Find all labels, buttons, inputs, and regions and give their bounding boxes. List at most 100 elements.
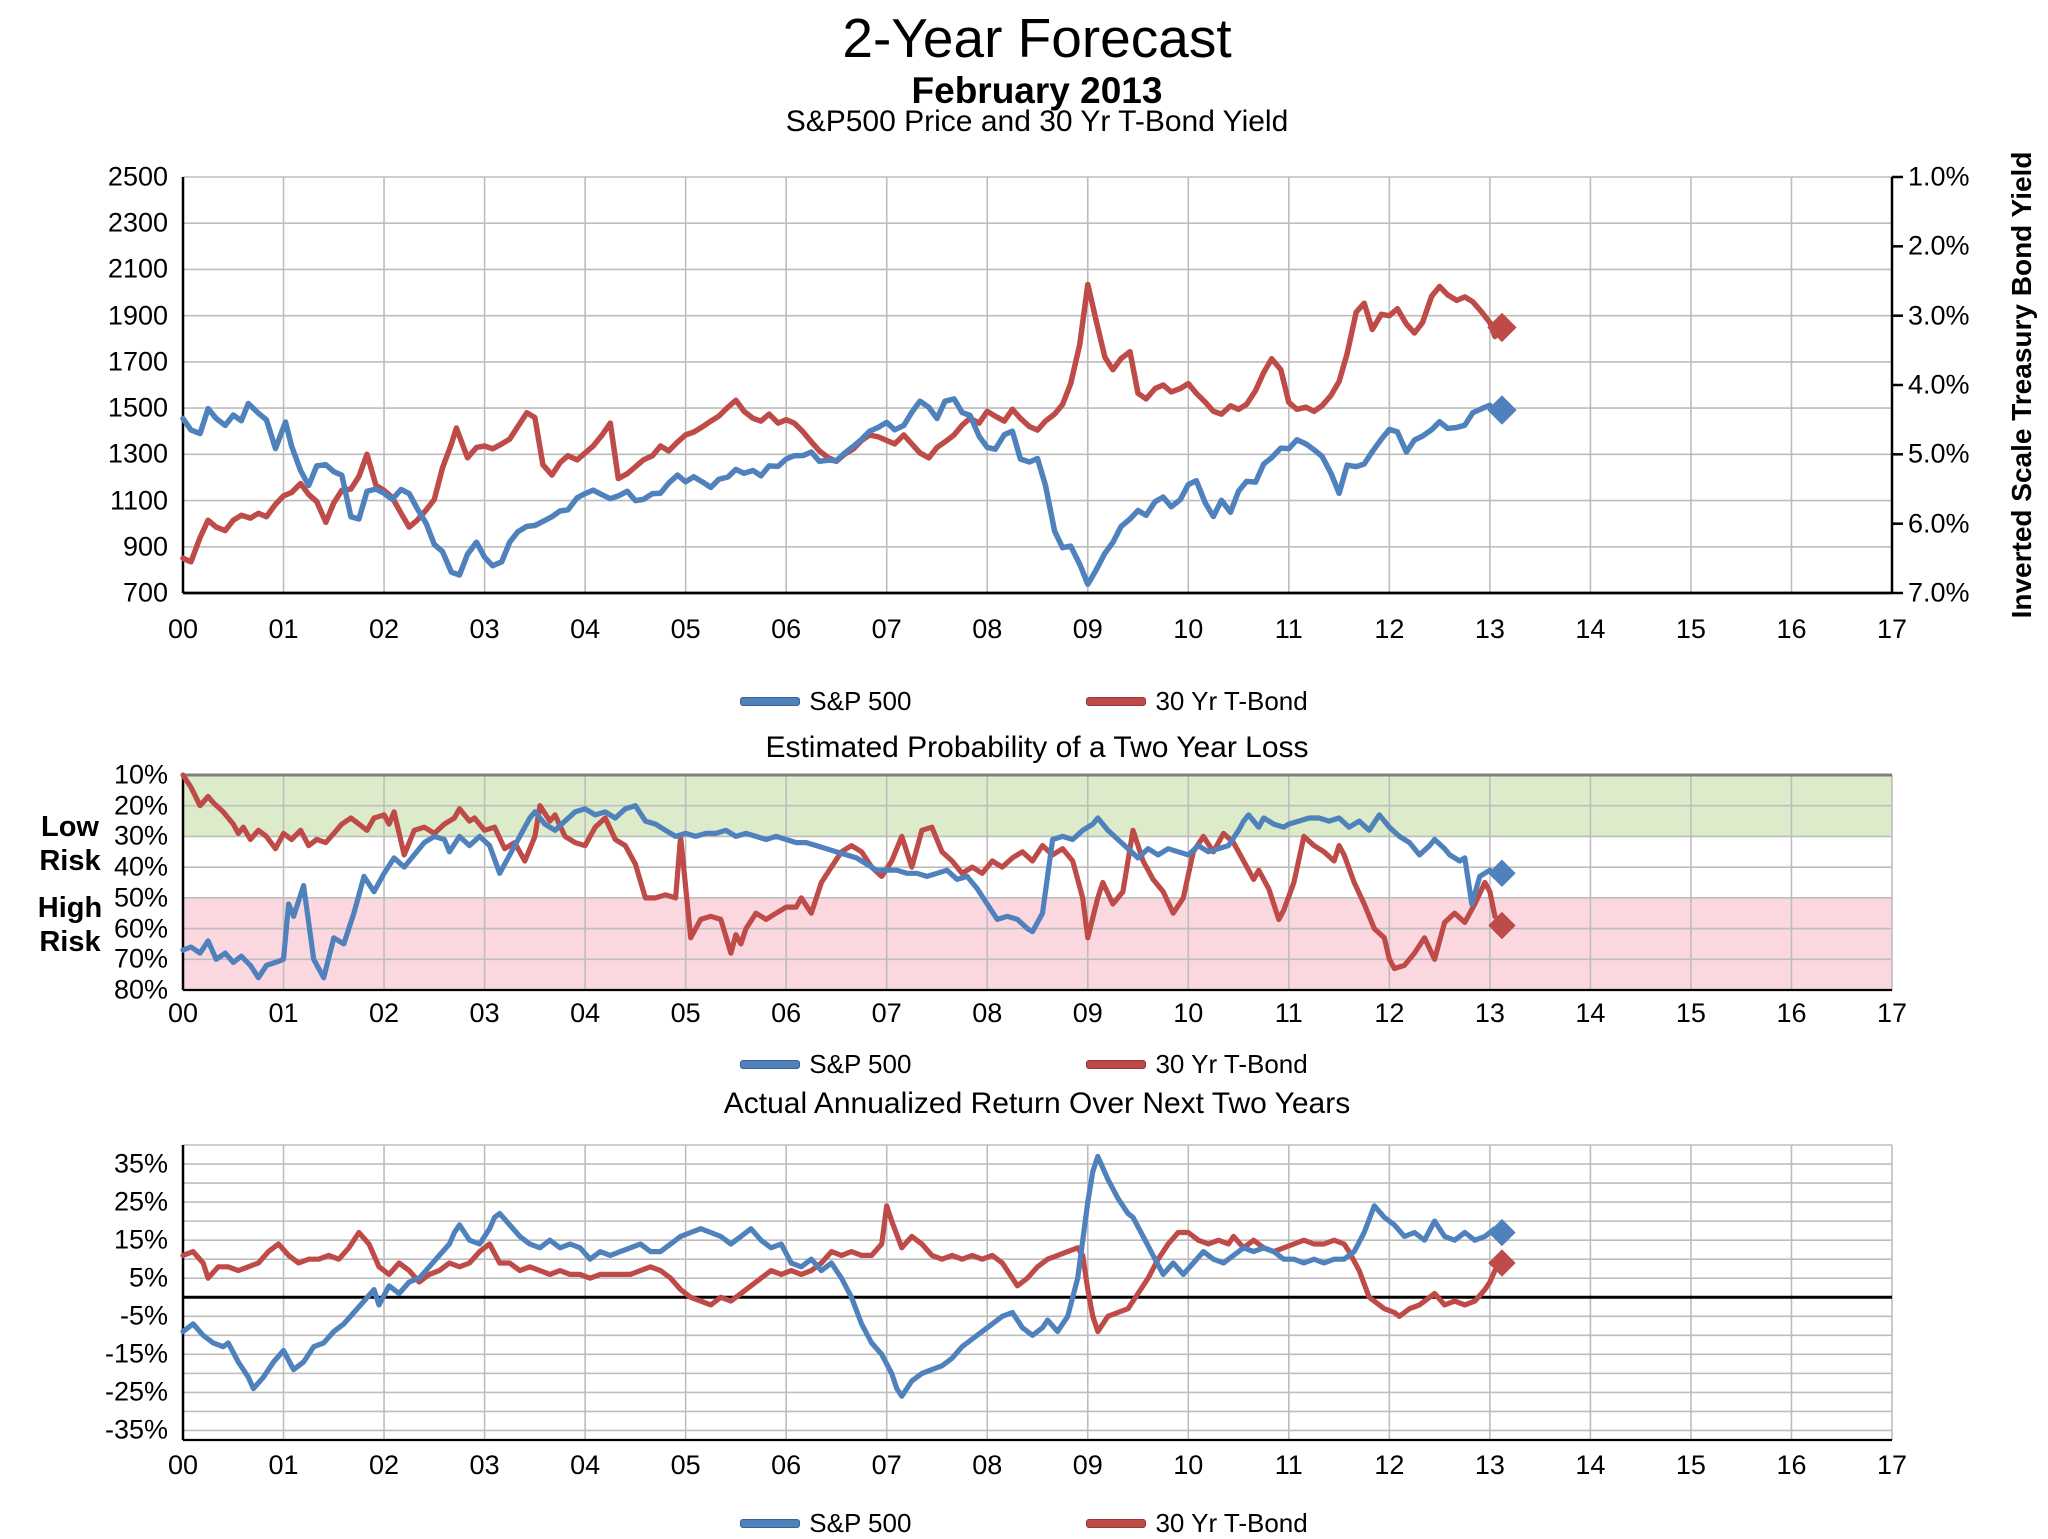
sp500-end-marker bbox=[1488, 1219, 1516, 1247]
x-axis-tick: 14 bbox=[1575, 998, 1606, 1028]
tbond-return-line bbox=[180, 1203, 1498, 1335]
x-axis-tick: 08 bbox=[972, 614, 1003, 644]
tbond-legend-label: 30 Yr T-Bond bbox=[1155, 686, 1308, 716]
x-axis-tick: 11 bbox=[1274, 1450, 1303, 1480]
x-axis-tick: 05 bbox=[670, 614, 701, 644]
x-axis-tick: 13 bbox=[1474, 998, 1505, 1028]
y-axis-tick: 15% bbox=[113, 1224, 168, 1255]
sp500-legend-line-icon bbox=[740, 1060, 801, 1069]
chart1-title: S&P500 Price and 30 Yr T-Bond Yield bbox=[785, 105, 1289, 138]
y-axis-tick: 10% bbox=[113, 759, 168, 790]
x-axis-tick: 03 bbox=[469, 998, 500, 1028]
left-axis-tick: 2500 bbox=[107, 161, 168, 192]
x-axis-tick: 15 bbox=[1675, 998, 1706, 1028]
x-axis-tick: 14 bbox=[1575, 614, 1606, 644]
x-axis-tick: 09 bbox=[1072, 1450, 1103, 1480]
low-risk-label: Low Risk bbox=[39, 811, 101, 877]
y-axis-tick: 5% bbox=[128, 1262, 168, 1293]
chart2-title: Estimated Probability of a Two Year Loss bbox=[765, 731, 1309, 764]
legend-item-tbond: 30 Yr T-Bond bbox=[1086, 1049, 1308, 1080]
y-axis-tick: 80% bbox=[113, 974, 168, 1005]
x-axis-tick: 07 bbox=[871, 998, 902, 1028]
tbond-end-marker bbox=[1488, 912, 1516, 939]
tbond-legend-line-icon bbox=[1086, 1060, 1147, 1069]
sp500-end-marker bbox=[1487, 395, 1517, 425]
sp500-legend-label: S&P 500 bbox=[809, 1049, 912, 1079]
y-axis-tick: -35% bbox=[104, 1414, 168, 1445]
y-axis-tick: 50% bbox=[113, 882, 168, 913]
right-axis-tick: 7.0% bbox=[1908, 577, 1970, 608]
x-axis-tick: 09 bbox=[1072, 614, 1103, 644]
x-axis-tick: 12 bbox=[1374, 614, 1405, 644]
x-axis-tick: 01 bbox=[268, 614, 299, 644]
y-axis-tick: -5% bbox=[119, 1300, 168, 1331]
x-axis-tick: 13 bbox=[1474, 1450, 1505, 1480]
y-axis-tick: 30% bbox=[113, 820, 168, 851]
x-axis-tick: 00 bbox=[167, 1450, 199, 1480]
x-axis-tick: 10 bbox=[1173, 998, 1204, 1028]
x-axis-tick: 06 bbox=[771, 1450, 802, 1480]
y-axis-tick: 25% bbox=[113, 1186, 168, 1217]
x-axis-tick: 14 bbox=[1575, 1450, 1606, 1480]
right-axis-title: Inverted Scale Treasury Bond Yield bbox=[2006, 151, 2037, 619]
left-axis-tick: 900 bbox=[122, 531, 168, 562]
right-axis-tick: 5.0% bbox=[1908, 438, 1970, 469]
x-axis-tick: 02 bbox=[369, 998, 400, 1028]
price-yield-chart bbox=[180, 175, 1903, 595]
y-axis-tick: 70% bbox=[113, 943, 168, 974]
x-axis-tick: 08 bbox=[972, 998, 1003, 1028]
sp500-legend-line-icon bbox=[740, 1519, 801, 1528]
tbond-legend-line-icon bbox=[1086, 697, 1147, 706]
right-axis-tick: 3.0% bbox=[1908, 300, 1970, 331]
sp500-price-line bbox=[180, 396, 1493, 587]
sp500-end-marker bbox=[1488, 859, 1516, 887]
return-chart bbox=[180, 1144, 1893, 1442]
x-axis-tick: 03 bbox=[469, 1450, 500, 1480]
right-axis-tick: 6.0% bbox=[1908, 508, 1970, 539]
tbond-probability-line bbox=[180, 772, 1498, 972]
x-axis-tick: 00 bbox=[167, 998, 199, 1028]
legend-item-sp500: S&P 500 bbox=[740, 686, 911, 717]
left-axis-tick: 700 bbox=[122, 577, 168, 608]
x-axis-tick: 15 bbox=[1675, 1450, 1706, 1480]
x-axis-tick: 17 bbox=[1876, 1450, 1908, 1480]
left-axis-tick: 2100 bbox=[107, 253, 168, 284]
x-axis-tick: 11 bbox=[1274, 614, 1303, 644]
legend-item-sp500: S&P 500 bbox=[740, 1508, 911, 1539]
x-axis-tick: 04 bbox=[570, 998, 601, 1028]
chart3-legend: S&P 500 30 Yr T-Bond bbox=[0, 1508, 2048, 1539]
x-axis-tick: 05 bbox=[670, 998, 701, 1028]
sp500-probability-line bbox=[180, 803, 1498, 981]
x-axis-tick: 02 bbox=[369, 614, 400, 644]
x-axis-tick: 12 bbox=[1374, 1450, 1405, 1480]
right-axis-tick: 2.0% bbox=[1908, 230, 1970, 261]
y-axis-tick: 35% bbox=[113, 1148, 168, 1179]
y-axis-tick: 60% bbox=[113, 913, 168, 944]
x-axis-tick: 07 bbox=[871, 614, 902, 644]
left-axis-tick: 1300 bbox=[107, 438, 168, 469]
x-axis-tick: 13 bbox=[1474, 614, 1505, 644]
tbond-yield-line bbox=[180, 281, 1498, 565]
legend-item-sp500: S&P 500 bbox=[740, 1049, 911, 1080]
sp500-legend-line-icon bbox=[740, 697, 801, 706]
sp500-legend-label: S&P 500 bbox=[809, 686, 912, 716]
high-risk-label: High Risk bbox=[37, 892, 103, 958]
x-axis-tick: 17 bbox=[1876, 998, 1908, 1028]
x-axis-tick: 05 bbox=[670, 1450, 701, 1480]
tbond-legend-label: 30 Yr T-Bond bbox=[1155, 1508, 1308, 1538]
y-axis-tick: 20% bbox=[113, 790, 168, 821]
x-axis-tick: 06 bbox=[771, 614, 802, 644]
right-axis-tick: 1.0% bbox=[1908, 161, 1970, 192]
y-axis-tick: -25% bbox=[104, 1376, 168, 1407]
x-axis-tick: 12 bbox=[1374, 998, 1405, 1028]
left-axis-tick: 1100 bbox=[109, 485, 168, 516]
x-axis-tick: 08 bbox=[972, 1450, 1003, 1480]
x-axis-tick: 01 bbox=[268, 1450, 299, 1480]
x-axis-tick: 11 bbox=[1274, 998, 1303, 1028]
x-axis-tick: 10 bbox=[1173, 614, 1204, 644]
x-axis-tick: 10 bbox=[1173, 1450, 1204, 1480]
left-axis-tick: 1900 bbox=[107, 300, 168, 331]
legend-item-tbond: 30 Yr T-Bond bbox=[1086, 1508, 1308, 1539]
left-axis-tick: 1500 bbox=[107, 392, 168, 423]
legend-item-tbond: 30 Yr T-Bond bbox=[1086, 686, 1308, 717]
